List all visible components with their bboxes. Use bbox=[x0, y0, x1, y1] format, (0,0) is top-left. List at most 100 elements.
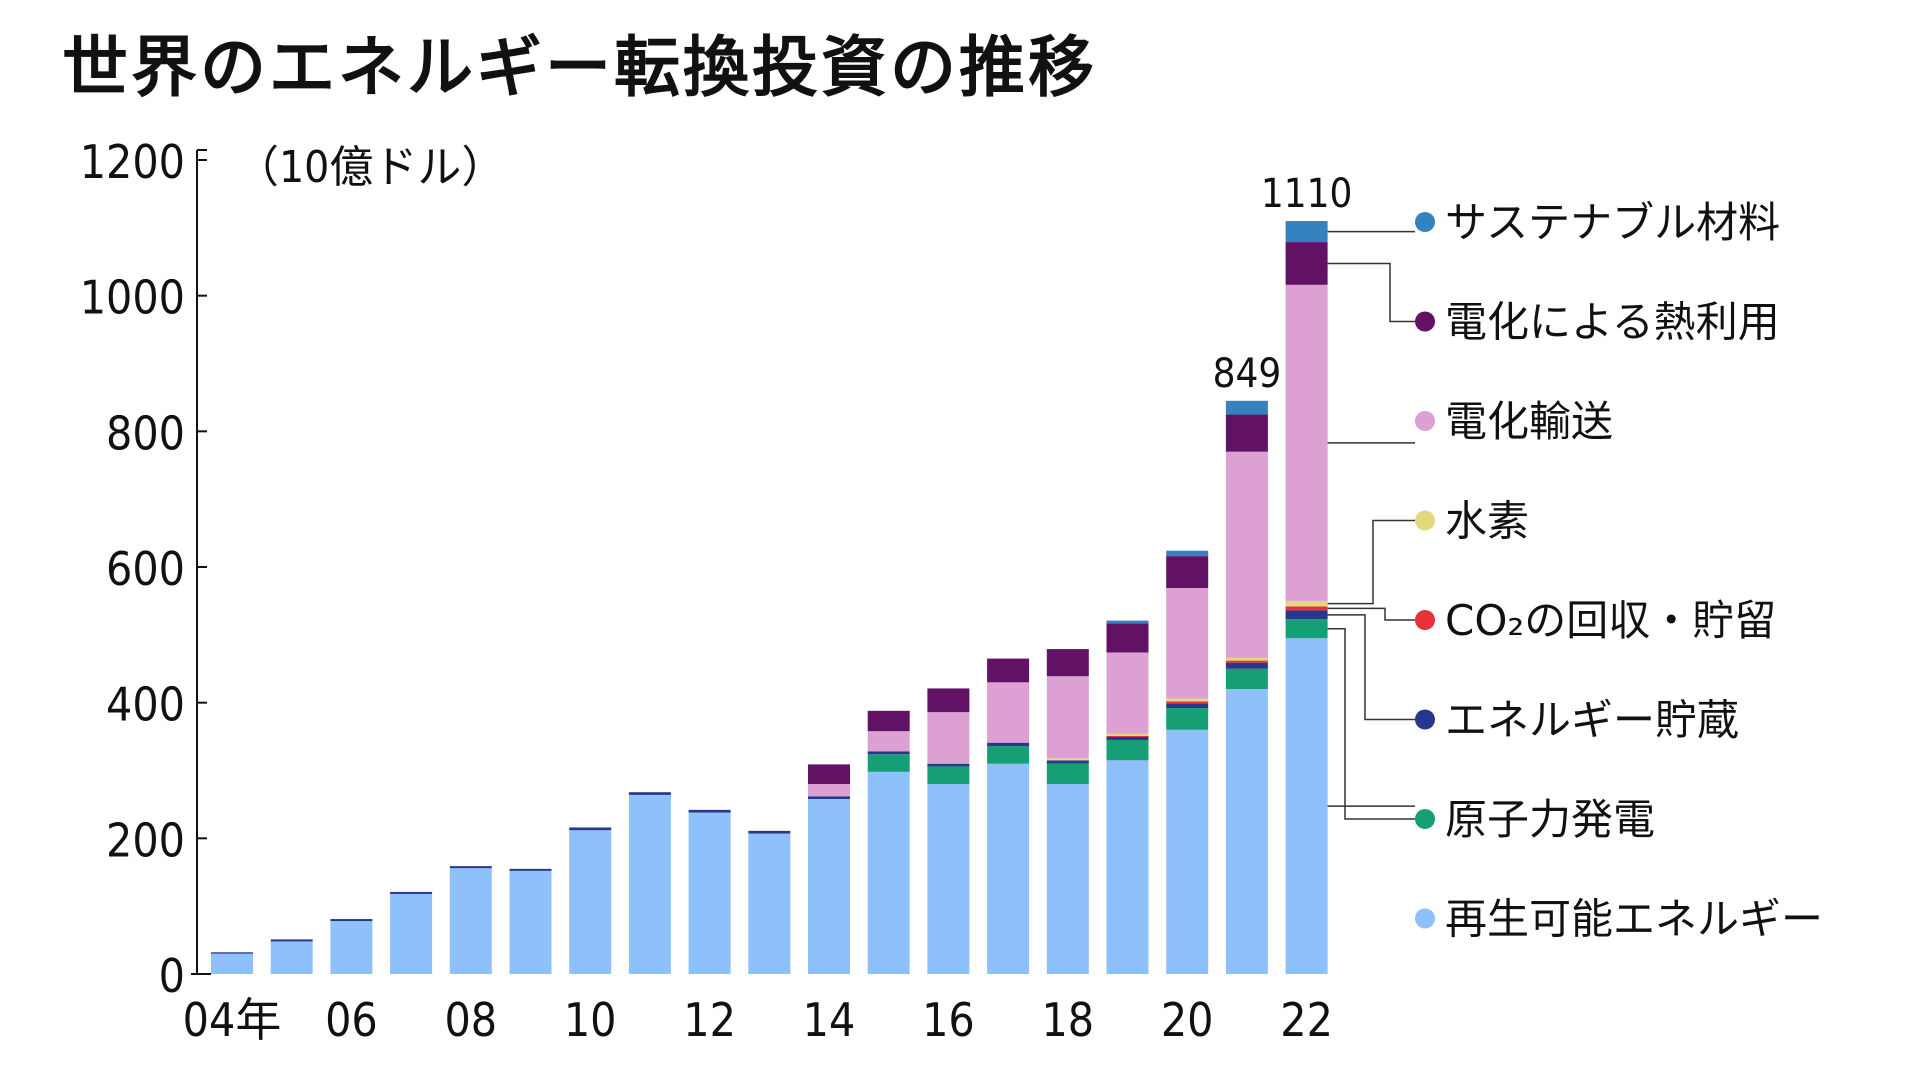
legend-label: エネルギー貯蔵 bbox=[1445, 696, 1739, 745]
bar-segment bbox=[1106, 652, 1149, 734]
bar-segment bbox=[330, 921, 373, 974]
legend-leader-line bbox=[1327, 627, 1415, 820]
bar-segment bbox=[808, 798, 850, 974]
bar-segment bbox=[1046, 676, 1089, 759]
bar-segment bbox=[1046, 649, 1089, 677]
bar-segment bbox=[808, 764, 850, 785]
bar-segment bbox=[1225, 657, 1268, 661]
bar-segment bbox=[867, 754, 910, 772]
bar-segment bbox=[808, 796, 850, 799]
bar-segment bbox=[449, 866, 492, 869]
y-tick-label: 1000 bbox=[80, 271, 185, 325]
bar-segment bbox=[569, 827, 612, 831]
bar-segment bbox=[987, 746, 1030, 764]
bar-segment bbox=[987, 658, 1030, 683]
x-tick-label: 12 bbox=[683, 993, 736, 1047]
bar-segment bbox=[987, 682, 1030, 743]
bar-segment bbox=[688, 812, 731, 974]
chart-title: 世界のエネルギー転換投資の推移 bbox=[62, 29, 1097, 106]
legend-swatch bbox=[1415, 709, 1435, 730]
bar-segment bbox=[1106, 739, 1149, 761]
bar-segment bbox=[509, 870, 552, 974]
legend-leader-line bbox=[1327, 262, 1415, 323]
x-tick-label: 10 bbox=[564, 993, 617, 1047]
y-tick-label: 400 bbox=[106, 678, 185, 732]
bar-segment bbox=[1166, 701, 1209, 704]
bar-segment bbox=[1166, 550, 1209, 557]
bar-segment bbox=[1285, 600, 1328, 607]
bar-segment bbox=[748, 833, 791, 974]
legend-swatch bbox=[1415, 510, 1435, 531]
bar-segment bbox=[569, 830, 612, 974]
bar-segment bbox=[1106, 620, 1149, 624]
bar-segment bbox=[1106, 735, 1149, 737]
unit-label: （10億ドル） bbox=[235, 142, 505, 193]
bar-segment bbox=[867, 731, 910, 752]
bar-segment bbox=[1285, 610, 1328, 620]
x-tick-label: 20 bbox=[1161, 993, 1214, 1047]
bar-segment bbox=[330, 919, 373, 922]
bar-segment bbox=[628, 792, 671, 795]
bar-segment bbox=[1046, 760, 1089, 764]
bar-segment bbox=[748, 830, 791, 834]
y-tick-label: 200 bbox=[106, 813, 185, 867]
bar-segment bbox=[628, 794, 671, 974]
bar-segment bbox=[1106, 733, 1149, 736]
bar-segment bbox=[927, 712, 970, 764]
bar-segment bbox=[1046, 758, 1089, 761]
bar-segment bbox=[1166, 729, 1209, 974]
legend-swatch bbox=[1415, 212, 1435, 232]
y-tick-label: 1200 bbox=[80, 135, 185, 189]
bar-segment bbox=[808, 784, 850, 797]
x-tick-label: 06 bbox=[325, 993, 378, 1047]
legend-label: 再生可能エネルギー bbox=[1445, 895, 1823, 944]
legend-leader-line bbox=[1327, 607, 1415, 621]
bar-segment bbox=[1285, 242, 1328, 285]
bar-segment bbox=[927, 688, 970, 713]
bar-segment bbox=[509, 868, 552, 871]
legend-label: 電化による熱利用 bbox=[1445, 298, 1780, 347]
bar-segment bbox=[270, 939, 313, 942]
bar-segment bbox=[211, 953, 253, 974]
legend-label: サステナブル材料 bbox=[1445, 198, 1780, 247]
bar-segment bbox=[1285, 221, 1328, 243]
legend-leader-line bbox=[1327, 519, 1415, 605]
bar-segment bbox=[1285, 606, 1328, 611]
bar-segment bbox=[1225, 414, 1268, 452]
bar-segment bbox=[1046, 784, 1089, 974]
bar-segment bbox=[1225, 451, 1268, 658]
bar-segment bbox=[1166, 708, 1209, 730]
bar-segment bbox=[1046, 763, 1089, 785]
bar-segment bbox=[1106, 736, 1149, 740]
legend-leader-line bbox=[1327, 614, 1415, 721]
total-label: 1110 bbox=[1261, 171, 1353, 217]
bar-segment bbox=[1166, 588, 1209, 699]
bar-segment bbox=[987, 742, 1030, 747]
y-tick-label: 0 bbox=[159, 949, 185, 1003]
bar-segment bbox=[1166, 698, 1209, 702]
bar-segment bbox=[211, 952, 253, 954]
legend-swatch bbox=[1415, 411, 1435, 431]
bar-segment bbox=[1225, 662, 1268, 669]
bar-segment bbox=[449, 868, 492, 974]
bar-segment bbox=[1285, 284, 1328, 601]
legend-swatch bbox=[1415, 610, 1435, 630]
legend-swatch bbox=[1415, 809, 1435, 829]
total-label: 849 bbox=[1213, 351, 1282, 397]
legend-label: 水素 bbox=[1445, 497, 1529, 546]
bar-segment bbox=[867, 710, 910, 732]
legend-label: 電化輸送 bbox=[1445, 397, 1613, 446]
bar-segment bbox=[1166, 556, 1209, 589]
y-tick-label: 600 bbox=[106, 542, 185, 596]
x-tick-label: 22 bbox=[1280, 993, 1333, 1047]
x-tick-label: 18 bbox=[1041, 993, 1094, 1047]
bar-segment bbox=[1225, 660, 1268, 663]
legend-swatch bbox=[1415, 908, 1435, 929]
bar-segment bbox=[987, 763, 1030, 974]
bar-segment bbox=[867, 771, 910, 974]
legend-swatch bbox=[1415, 311, 1435, 332]
bar-segment bbox=[1166, 703, 1209, 709]
bar-segment bbox=[1285, 619, 1328, 639]
x-tick-label: 04年 bbox=[183, 993, 282, 1047]
